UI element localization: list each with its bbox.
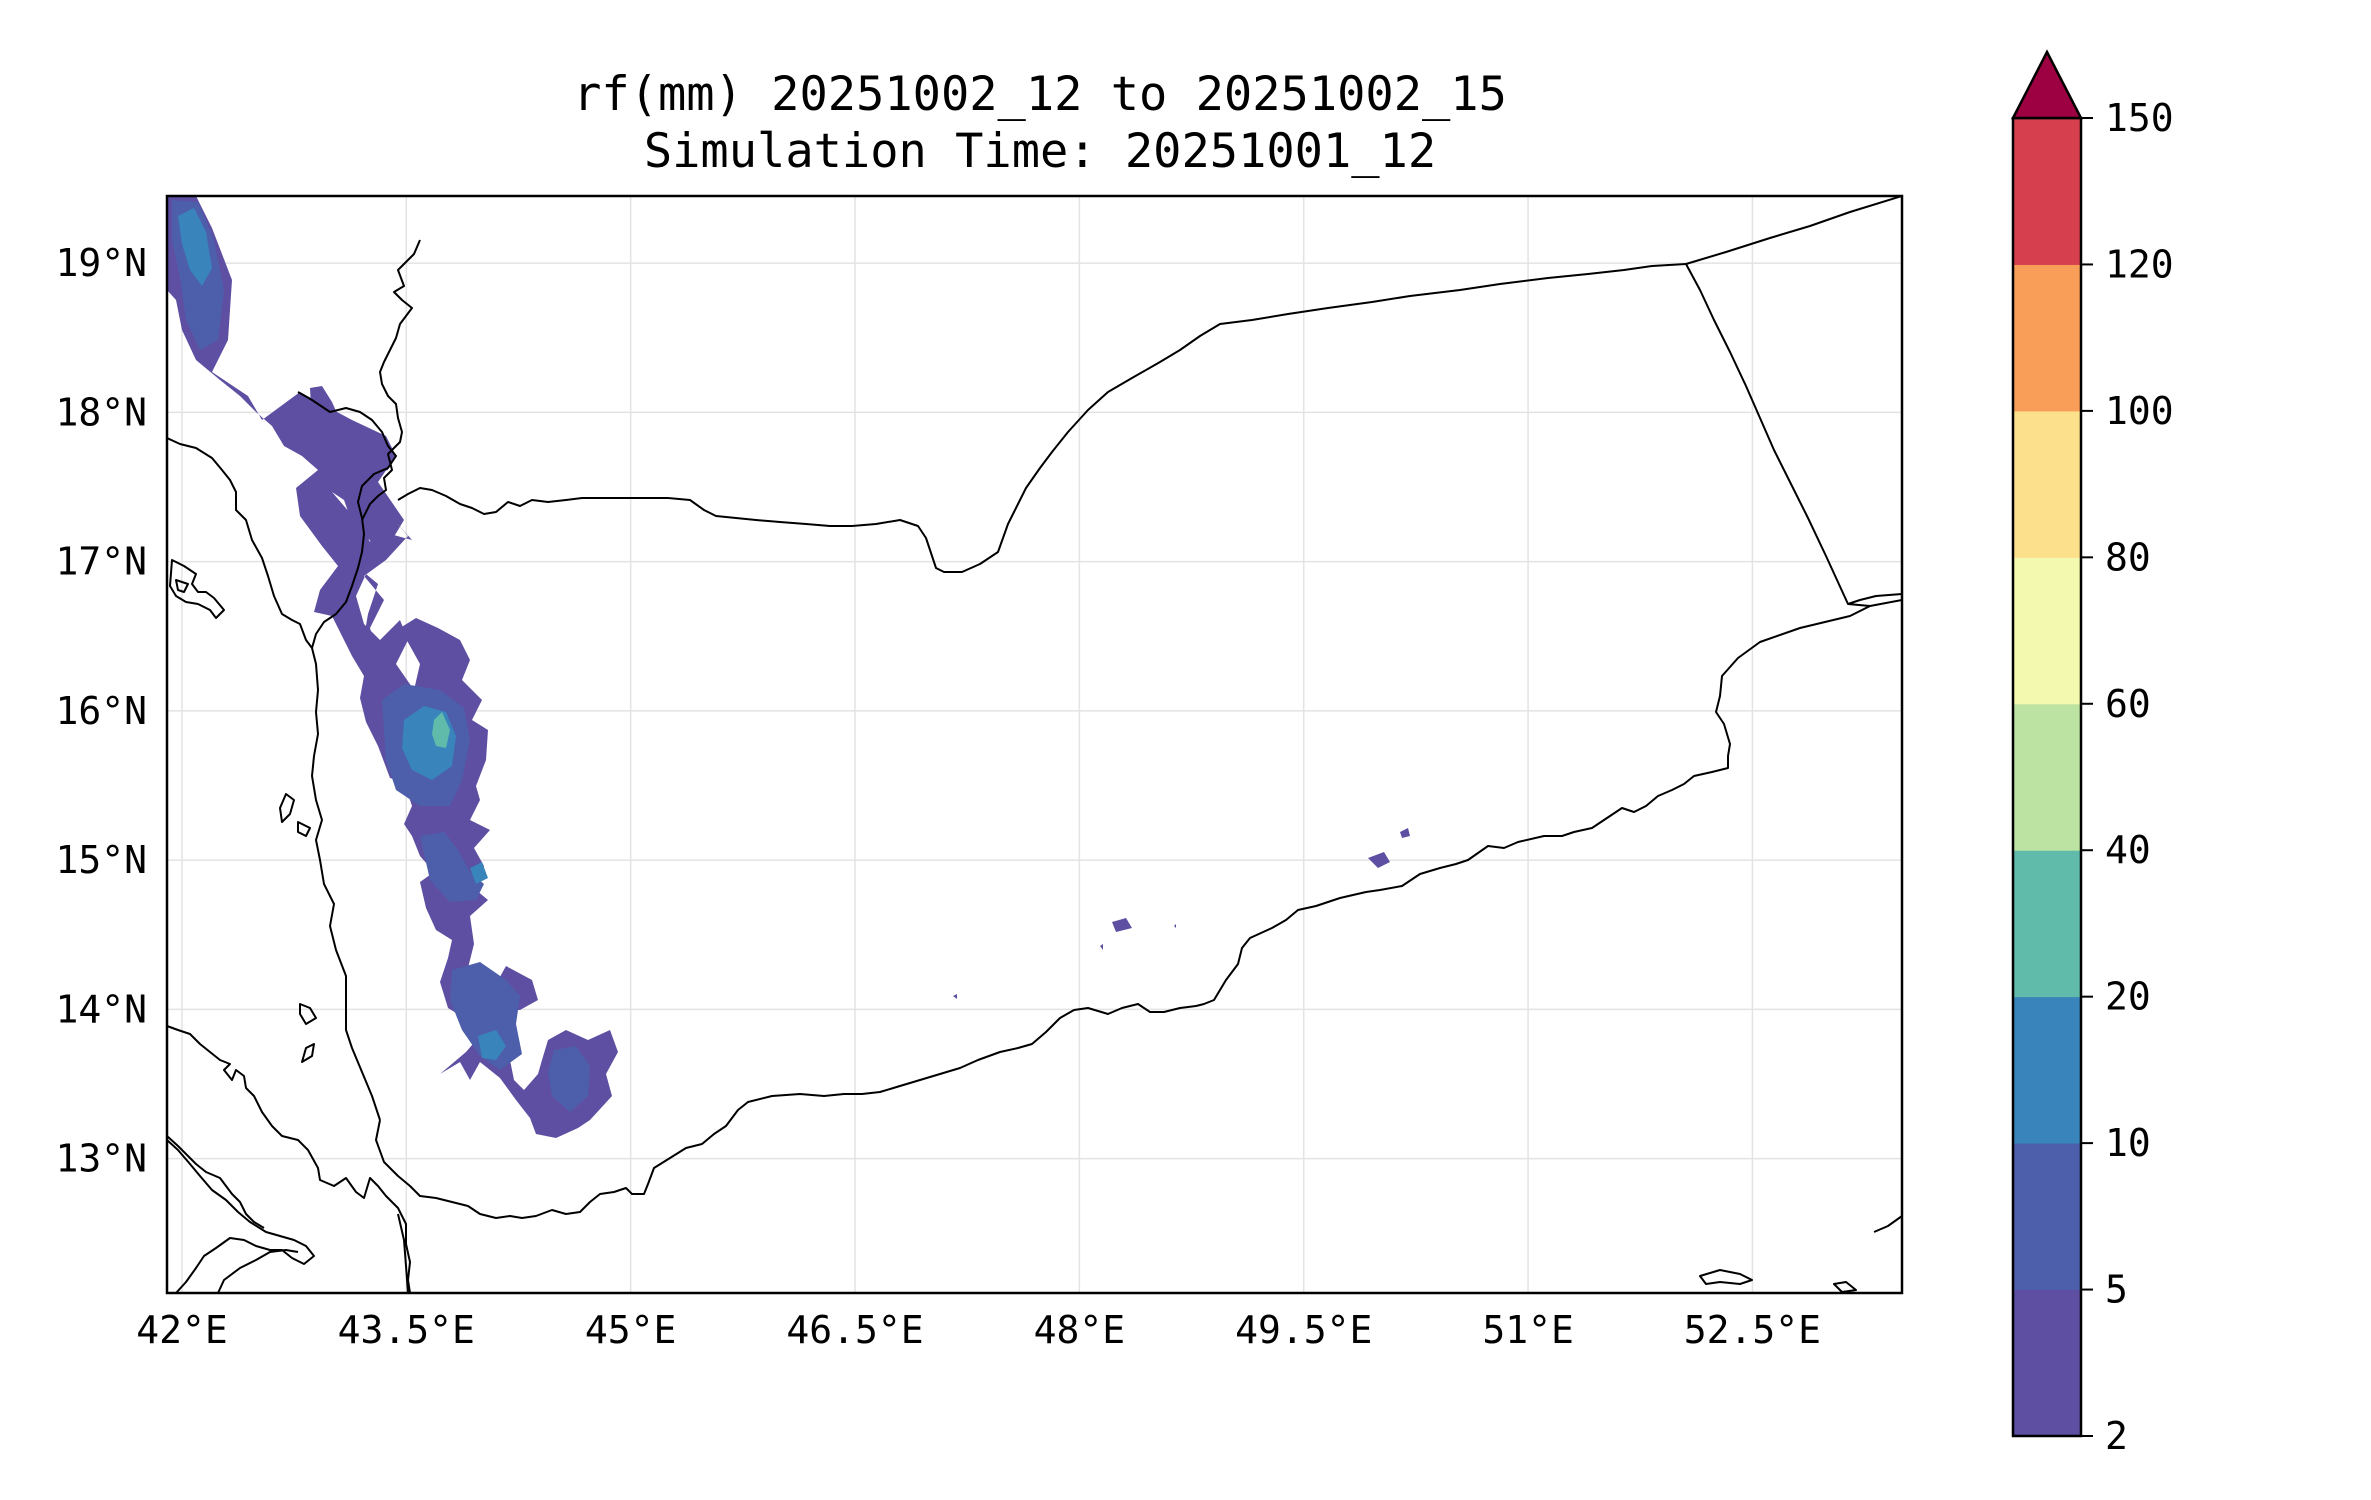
lon-tick-label: 46.5°E [786,1308,923,1352]
lat-tick-label: 15°N [55,838,147,882]
yemen-saudi-north-border [397,263,1687,573]
colorbar-segment [2013,996,2081,1144]
saudi-red-sea-coast [167,437,313,649]
colorbar-segment [2013,557,2081,705]
colorbar-tick-label: 150 [2105,96,2174,140]
rain-band-heavy-s2 [470,862,488,884]
rain-band-moderate-south-3 [548,1046,590,1112]
lon-tick-label: 48°E [1034,1308,1126,1352]
lat-tick-label: 18°N [55,390,147,434]
rain-band-moderate-south-1 [420,832,484,902]
colorbar-segments [2011,116,2083,1438]
farasan-islands [169,559,225,619]
rain-band-heavy-south [478,1030,506,1060]
lat-tick-label: 14°N [55,987,147,1031]
border-eritrea-ethiopia [167,1135,265,1229]
farasan-islands-2 [175,579,189,593]
lat-tick-label: 13°N [55,1137,147,1181]
border-djibouti [217,1249,299,1293]
lon-tick-label: 52.5°E [1684,1308,1821,1352]
colorbar-tick-labels: 2 5 10 20 40 60 80 100 120 150 [2081,96,2174,1458]
colorbar-tick-label: 80 [2105,535,2151,579]
colorbar-tick-label: 40 [2105,828,2151,872]
rain-patch-light-6 [1174,924,1176,928]
rain-patch-light-5 [953,994,957,999]
zuqar-island-2 [301,1043,315,1063]
colorbar-tick-label: 5 [2105,1268,2128,1312]
colorbar-tick-label: 2 [2105,1414,2128,1458]
red-sea-east-coast [297,391,397,1121]
colorbar-tick-label: 120 [2105,242,2174,286]
zuqar-island-1 [299,1003,317,1025]
lon-tick-label: 42°E [136,1308,228,1352]
oman-border [1685,263,1871,607]
colorbar-segment [2013,1143,2081,1291]
colorbar-tick-label: 10 [2105,1121,2151,1165]
colorbar-tick-label: 60 [2105,682,2151,726]
lon-tick-label: 43.5°E [338,1308,475,1352]
colorbar-segment [2013,1289,2081,1437]
lat-tick-label: 19°N [55,241,147,285]
lon-tick-label: 49.5°E [1235,1308,1372,1352]
latitude-tick-labels: 19°N 18°N 17°N 16°N 15°N 14°N 13°N [55,241,147,1181]
rainfall-field [167,196,1410,1138]
djibouti-coast [167,1139,315,1293]
african-coast [167,1025,411,1293]
rain-band-heavy-north [178,208,212,286]
rain-patch-light-2 [1400,828,1410,838]
rain-patch-light-4 [1100,944,1103,950]
oman-coast [1847,593,1902,605]
colorbar-extend-arrow [2010,49,2084,120]
abd-al-kuri [1873,1215,1902,1233]
rain-peak-core [432,712,450,748]
lon-tick-label: 45°E [585,1308,677,1352]
socotra-east [1833,1281,1857,1293]
border-somalia [397,1213,409,1293]
yemen-saudi-border [361,239,421,521]
coastlines-and-borders [167,196,1902,1293]
colorbar-tick-label: 20 [2105,975,2151,1019]
kamaran-island-2 [297,821,311,837]
colorbar-tick-label: 100 [2105,389,2174,433]
longitude-tick-labels: 42°E 43.5°E 45°E 46.5°E 48°E 49.5°E 51°E 52.5°E [136,1308,1821,1352]
lon-tick-label: 51°E [1482,1308,1574,1352]
kamaran-island [279,793,295,823]
colorbar: 2 5 10 20 40 60 80 100 120 150 [2010,49,2174,1458]
rain-patch-light-3 [1112,918,1132,932]
rain-patch-light-1 [1368,852,1390,868]
lat-tick-label: 17°N [55,540,147,584]
colorbar-segment [2013,410,2081,558]
rain-band-light-east [310,386,394,478]
yemen-south-coast [375,599,1902,1219]
colorbar-segment [2013,703,2081,851]
figure-title-line-1: rf(mm) 20251002_12 to 20251002_15 [573,67,1507,122]
map-axes: 42°E 43.5°E 45°E 46.5°E 48°E 49.5°E 51°E 52.5°E… [55,194,1904,1352]
lat-tick-label: 16°N [55,689,147,733]
map-frame [165,194,1904,1295]
oman-saudi-border [1685,196,1902,265]
colorbar-segment [2013,264,2081,412]
socotra-west [1699,1269,1753,1285]
rain-band-light [167,196,618,1138]
colorbar-segment [2013,850,2081,998]
colorbar-segment [2013,118,2081,265]
figure-title-line-2: Simulation Time: 20251001_12 [644,124,1436,179]
